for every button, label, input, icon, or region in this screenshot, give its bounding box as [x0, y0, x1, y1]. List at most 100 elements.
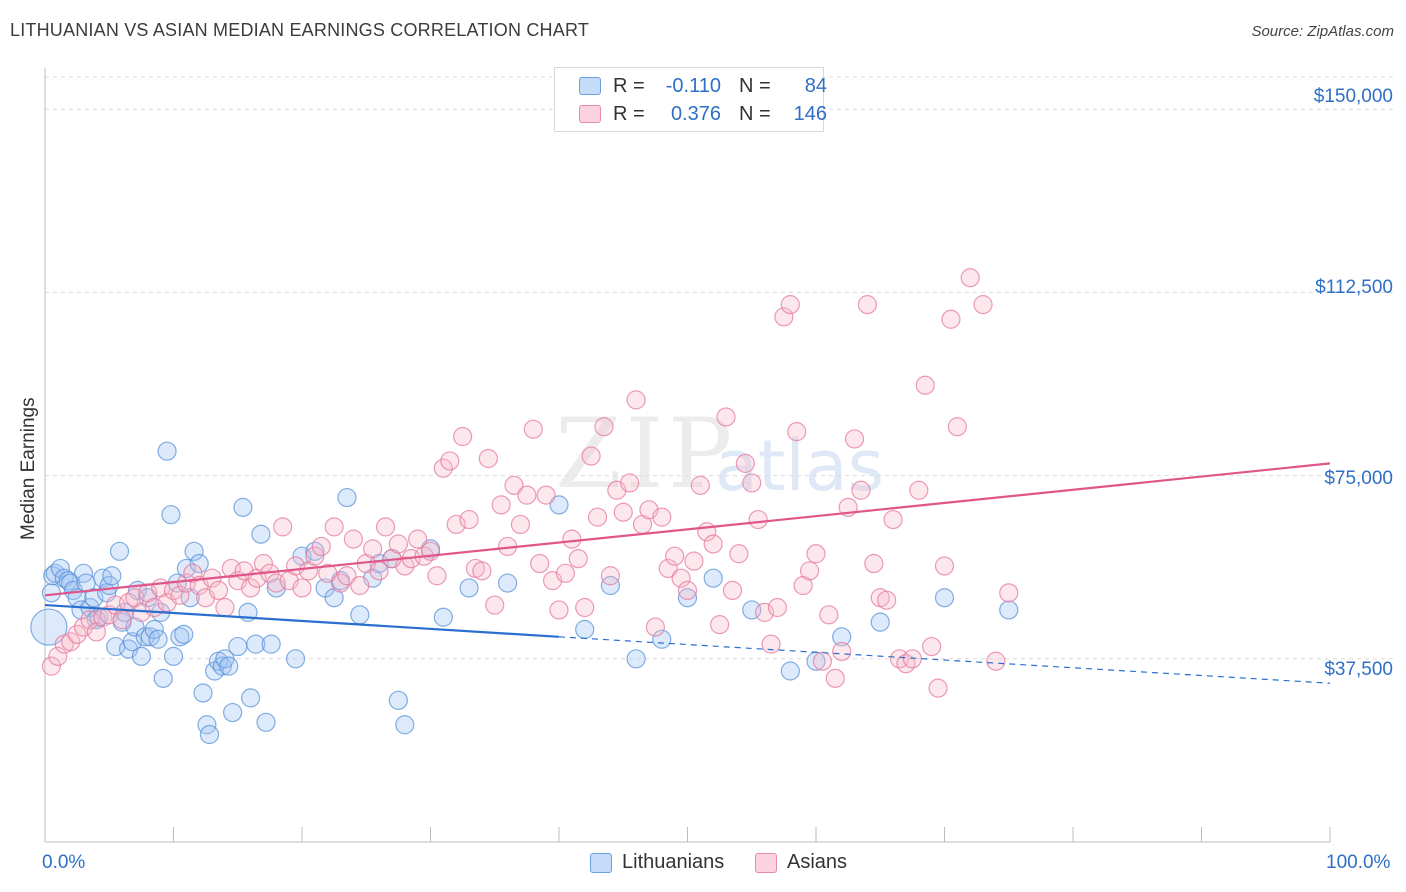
asian-point [973, 295, 993, 315]
lithuanian-point [184, 541, 204, 561]
asian-point [774, 307, 794, 327]
bottom-legend-label: Asians [787, 851, 848, 873]
asian-point [549, 600, 569, 620]
asian-point [587, 507, 608, 527]
lithuanian-point [212, 656, 232, 676]
y-tick-label: $37,500 [1324, 659, 1393, 680]
asian-point [73, 617, 94, 637]
lithuanian-point [157, 441, 177, 461]
lithuanian-point [999, 600, 1019, 620]
source-label: Source: ZipAtlas.com [1251, 23, 1394, 40]
lithuanian-point [261, 634, 281, 654]
x-min-label: 0.0% [42, 852, 86, 873]
asian-point [292, 578, 312, 598]
asian-point [311, 536, 331, 557]
asian-point [806, 544, 826, 564]
legend-n-value: 146 [793, 102, 827, 125]
asian-point [928, 678, 948, 698]
asian-point [510, 514, 531, 535]
asian-point [581, 446, 601, 466]
asian-point [41, 656, 62, 676]
legend-n-value: 84 [804, 74, 827, 97]
lithuanian-point [43, 566, 63, 586]
lithuanian-point [703, 568, 723, 588]
lithuanian-point [870, 612, 890, 632]
asian-point [915, 375, 935, 395]
asian-point [568, 549, 588, 569]
asian-point [864, 553, 884, 574]
lithuanian-point [84, 588, 104, 608]
asian-point [665, 546, 685, 566]
lithuanian-point [285, 649, 306, 669]
lithuanian-point [433, 607, 453, 627]
asian-point [48, 646, 68, 666]
asian-point [517, 485, 537, 505]
asian-point [812, 651, 833, 671]
asian-point [883, 509, 903, 530]
asian-point [825, 668, 845, 688]
legend-r-label: R = [613, 74, 645, 97]
asian-point [947, 417, 967, 437]
asian-point [478, 448, 498, 469]
lithuanian-point [337, 487, 357, 508]
asian-point [241, 578, 261, 598]
asian-point [555, 563, 576, 583]
asian-trend-line [44, 462, 1331, 597]
legend-swatch-lithuanians [579, 77, 601, 95]
asian-point [363, 539, 383, 559]
asian-point [710, 615, 730, 635]
lithuanian-point [174, 624, 194, 644]
asian-point [690, 475, 710, 495]
asian-point [645, 617, 665, 637]
lithuanian-point [498, 573, 518, 593]
asian-point [420, 541, 441, 561]
asian-point [318, 563, 338, 583]
chart-title: LITHUANIAN VS ASIAN MEDIAN EARNINGS CORR… [10, 20, 590, 40]
lithuanian-point [193, 683, 213, 703]
lithuanian-point [219, 656, 239, 676]
asian-point [620, 473, 640, 493]
asian-point [761, 634, 781, 654]
asian-point [453, 426, 473, 447]
lithuanian-point [241, 688, 261, 708]
asian-point [395, 556, 415, 576]
legend-r-value: -0.110 [665, 74, 721, 97]
bottom-legend-swatch-asians [755, 852, 777, 873]
lithuanian-point [246, 634, 266, 654]
asian-point [273, 517, 293, 537]
asian-point [677, 580, 698, 601]
y-axis-title: Median Earnings [18, 397, 39, 540]
lithuanian-point [780, 661, 800, 681]
asian-point [388, 534, 408, 554]
asian-point [986, 651, 1006, 671]
lithuanian-point [199, 724, 220, 745]
asian-point [941, 309, 961, 329]
asian-point [170, 585, 190, 605]
asian-point [735, 453, 755, 473]
asian-point [832, 641, 852, 662]
lithuanian-point [251, 524, 271, 544]
asian-point [729, 544, 749, 564]
asian-point [433, 458, 453, 478]
bottom-legend-swatch-lithuanians [590, 852, 612, 873]
asian-point [530, 553, 550, 574]
asian-point [562, 529, 582, 549]
asian-point [722, 580, 743, 601]
asian-point [427, 566, 447, 586]
lithuanian-point [233, 497, 253, 517]
asian-point [536, 485, 556, 505]
asian-point [703, 534, 723, 554]
lithuanian-point [395, 715, 415, 735]
asian-point [652, 507, 672, 527]
watermark-zip: ZIP [555, 398, 737, 510]
lithuanian-point [223, 702, 243, 723]
asian-point [909, 480, 929, 500]
x-max-label: 100.0% [1326, 852, 1391, 873]
asian-point [446, 514, 466, 535]
asian-point [819, 605, 839, 625]
asian-point [902, 649, 922, 669]
asian-point [523, 419, 543, 439]
asian-point [844, 429, 865, 449]
lithuanian-point [677, 588, 698, 608]
asian-point [208, 580, 229, 601]
